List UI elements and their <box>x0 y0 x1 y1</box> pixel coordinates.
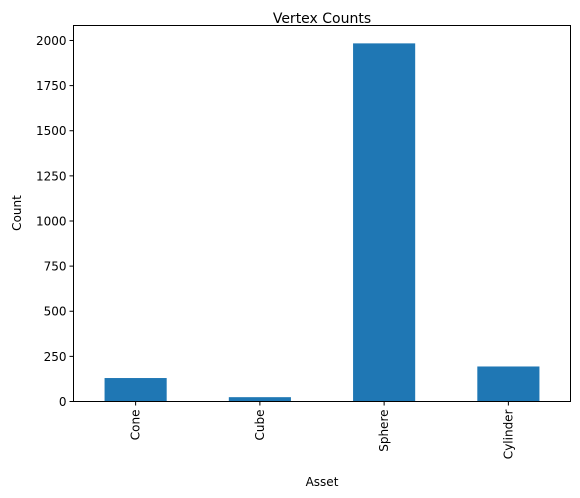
y-tick-label: 750 <box>44 260 67 274</box>
y-tick-label: 1500 <box>36 124 67 138</box>
y-tick-label: 0 <box>59 395 67 409</box>
x-axis-label: Asset <box>306 475 339 489</box>
bars-group <box>104 43 540 402</box>
x-tick-label-sphere: Sphere <box>377 410 391 452</box>
chart-title: Vertex Counts <box>273 11 371 27</box>
plot-frame <box>73 25 571 402</box>
y-axis-label: Count <box>10 195 24 231</box>
y-tick-label: 2000 <box>36 34 67 48</box>
bar-cylinder <box>477 366 540 402</box>
y-tick-label: 1750 <box>36 79 67 93</box>
y-tick-label: 250 <box>44 350 67 364</box>
bar-sphere <box>353 43 416 402</box>
x-tick-label-cone: Cone <box>129 410 143 441</box>
x-tick-label-cylinder: Cylinder <box>501 409 515 459</box>
x-tick-label-cube: Cube <box>253 410 267 441</box>
y-tick-label: 1250 <box>36 169 67 183</box>
bar-cube <box>228 397 291 402</box>
y-tick-label: 1000 <box>36 214 67 228</box>
bar-cone <box>104 378 167 402</box>
y-axis: 0 250 500 750 1000 1250 1500 1750 2000 <box>36 34 74 409</box>
x-axis: Cone Cube Sphere Cylinder <box>129 401 515 459</box>
y-tick-label: 500 <box>44 305 67 319</box>
